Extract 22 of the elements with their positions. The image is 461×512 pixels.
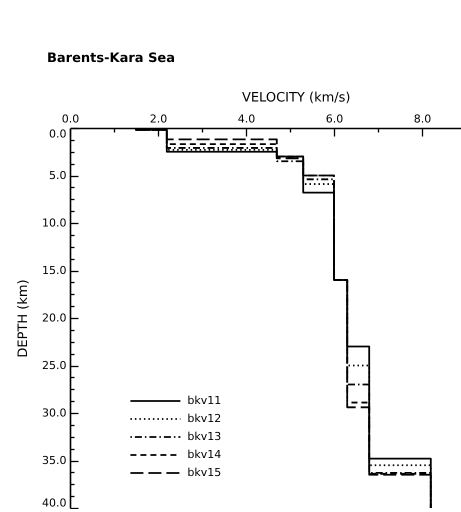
y-tick-label: 15.0 [42, 264, 66, 277]
chart-title: Barents-Kara Sea [47, 51, 176, 66]
x-tick-label: 8.0 [414, 112, 432, 126]
y-tick-label: 25.0 [42, 359, 66, 372]
y-tick-label: 35.0 [42, 454, 66, 467]
legend-label: bkv11 [187, 394, 222, 407]
y-tick-label: 0.0 [49, 128, 66, 140]
x-tick-label: 4.0 [238, 112, 256, 126]
legend-label: bkv13 [187, 430, 222, 443]
y-tick-label: 5.0 [49, 169, 66, 182]
x-tick-label: 2.0 [150, 112, 168, 126]
x-axis-title: VELOCITY (km/s) [242, 90, 350, 106]
y-tick-label: 10.0 [42, 216, 66, 230]
x-tick-label: 0.0 [62, 112, 80, 126]
x-tick-label: 6.0 [326, 112, 344, 126]
legend-label: bkv12 [187, 412, 222, 425]
y-tick-label: 30.0 [42, 406, 66, 420]
legend-label: bkv15 [187, 466, 222, 479]
y-axis-title: DEPTH (km) [16, 279, 32, 358]
y-tick-label: 40.0 [42, 496, 66, 510]
y-tick-label: 20.0 [42, 312, 66, 324]
legend-label: bkv14 [187, 448, 222, 461]
